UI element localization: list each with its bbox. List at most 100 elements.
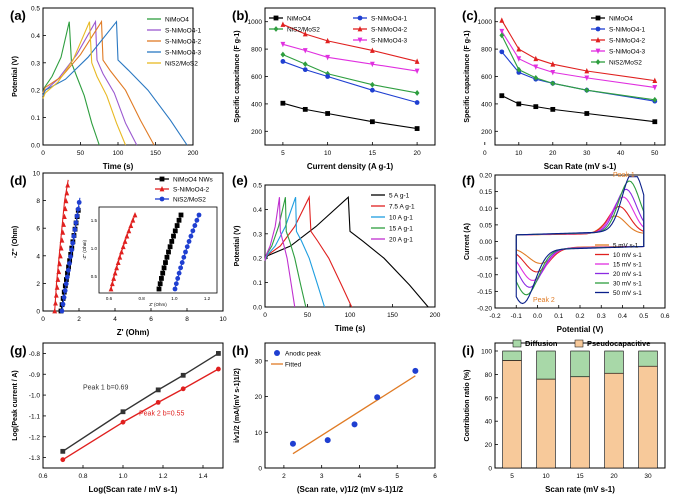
x-tick-label: 50 (77, 150, 85, 157)
legend-label: NiS2/MoS2 (287, 27, 320, 34)
inset-point (157, 281, 163, 287)
x-tick-label: 6 (433, 473, 437, 480)
data-point (64, 277, 69, 282)
data-point (55, 276, 61, 282)
x-tick-label: 10 (324, 150, 332, 157)
data-point (60, 301, 66, 307)
bar-pseudocapacitive (638, 365, 658, 469)
data-point (584, 111, 590, 116)
x-tick-label: 0 (263, 312, 267, 319)
y-tick-label: 0.0 (31, 143, 40, 150)
data-point (369, 87, 375, 93)
x-axis-title: Scan rate (mV s-1) (545, 485, 615, 494)
legend-marker (357, 26, 363, 32)
panel-label: (c) (462, 8, 478, 23)
y-axis-title: Current (A) (464, 223, 471, 260)
y-tick-label: 0.20 (479, 173, 492, 180)
y-tick-label: 200 (251, 129, 262, 136)
inset-y-tick-label: 0.5 (91, 274, 98, 279)
legend-label: Pseudocapacitive (587, 339, 650, 348)
inset-x-tick-label: 0.8 (139, 296, 146, 301)
y-tick-label: 4 (36, 253, 40, 260)
x-tick-label: 0 (483, 150, 487, 157)
legend-label: NiS2/MoS2 (165, 61, 198, 68)
data-point (369, 81, 375, 88)
data-point (584, 68, 590, 74)
legend-label: 30 mV s-1 (613, 281, 642, 288)
x-tick-label: 0.2 (575, 313, 584, 320)
y-axis-title: Specific capacitance (F g-1) (234, 30, 241, 122)
data-point (414, 58, 420, 64)
y-axis-title: Log(Peak current / A) (12, 370, 19, 441)
x-tick-label: 5 (281, 150, 285, 157)
series-line (501, 20, 655, 82)
y-tick-label: 0.5 (31, 6, 40, 13)
x-tick-label: 4 (113, 316, 117, 323)
data-point (155, 399, 161, 405)
data-point (302, 67, 308, 73)
data-point (325, 111, 331, 116)
x-tick-label: 0 (41, 316, 45, 323)
data-point (280, 21, 286, 27)
panel-label: (a) (10, 8, 26, 23)
data-point (64, 190, 70, 196)
x-tick-label: 8 (185, 316, 189, 323)
legend-label: S-NiMoO4-1 (371, 16, 408, 23)
data-point (61, 221, 67, 227)
inset-point (172, 286, 178, 292)
x-tick-label: 0.6 (38, 473, 47, 480)
inset-point (161, 265, 167, 271)
x-axis-title: Current density (A g-1) (307, 162, 394, 171)
series-line (501, 95, 655, 123)
data-point (52, 308, 58, 314)
inset-x-tick-label: 1.2 (204, 296, 211, 301)
data-point (63, 197, 69, 204)
data-point (516, 56, 522, 62)
legend-marker (273, 15, 279, 21)
data-point (414, 90, 420, 96)
y-tick-label: -0.9 (29, 372, 41, 379)
x-tick-label: 10 (542, 473, 550, 480)
legend-marker (595, 26, 601, 32)
y-tick-label: -1.1 (29, 413, 41, 420)
data-point (550, 61, 556, 67)
y-tick-label: 100 (481, 349, 492, 356)
panel-d: (d) Z' (Ohm) -Z'' (Ohm) 0 2 4 6 8 10 0 2 4 6 8 10 NiMoO… (10, 171, 227, 338)
y-tick-label: 20 (485, 442, 493, 449)
data-point (57, 252, 63, 259)
x-tick-label: 200 (188, 150, 199, 157)
data-point (216, 351, 221, 356)
legend-label: Anodic peak (285, 351, 322, 358)
x-axis-title: (Scan rate, v)1/2 (mV s-1)1/2 (297, 485, 404, 494)
y-tick-label: 0 (36, 309, 40, 316)
inset-point (114, 264, 120, 271)
y-tick-label: -1.3 (29, 455, 41, 462)
data-point (62, 288, 68, 294)
data-point (180, 372, 186, 378)
x-tick-label: 4 (358, 473, 362, 480)
legend-marker (273, 26, 279, 32)
legend-label: 10 A g-1 (389, 215, 413, 222)
data-point (68, 254, 73, 260)
x-tick-label: 0.0 (533, 313, 542, 320)
y-tick-label: 0.4 (253, 207, 262, 214)
x-tick-label: 200 (430, 312, 441, 319)
inset-point (184, 244, 190, 250)
bar-diffusion (570, 350, 590, 378)
x-axis-title: Potential (V) (557, 325, 604, 334)
panel-i: (i) Scan rate (mV s-1) Contribution ratio … (462, 339, 666, 494)
y-tick-label: 600 (481, 74, 492, 81)
inset-point (163, 260, 168, 265)
data-point (58, 245, 64, 251)
y-axis-title: Potential (V) (12, 56, 19, 97)
bar-diffusion (502, 350, 522, 361)
panel-label: (f) (462, 173, 475, 188)
x-tick-label: 0.4 (618, 313, 627, 320)
legend-swatch (574, 339, 584, 348)
data-point (325, 37, 331, 44)
series-line (264, 197, 307, 308)
y-tick-label: 60 (485, 395, 493, 402)
data-point (499, 28, 505, 35)
legend-marker (159, 176, 165, 182)
inset-point (124, 233, 130, 239)
